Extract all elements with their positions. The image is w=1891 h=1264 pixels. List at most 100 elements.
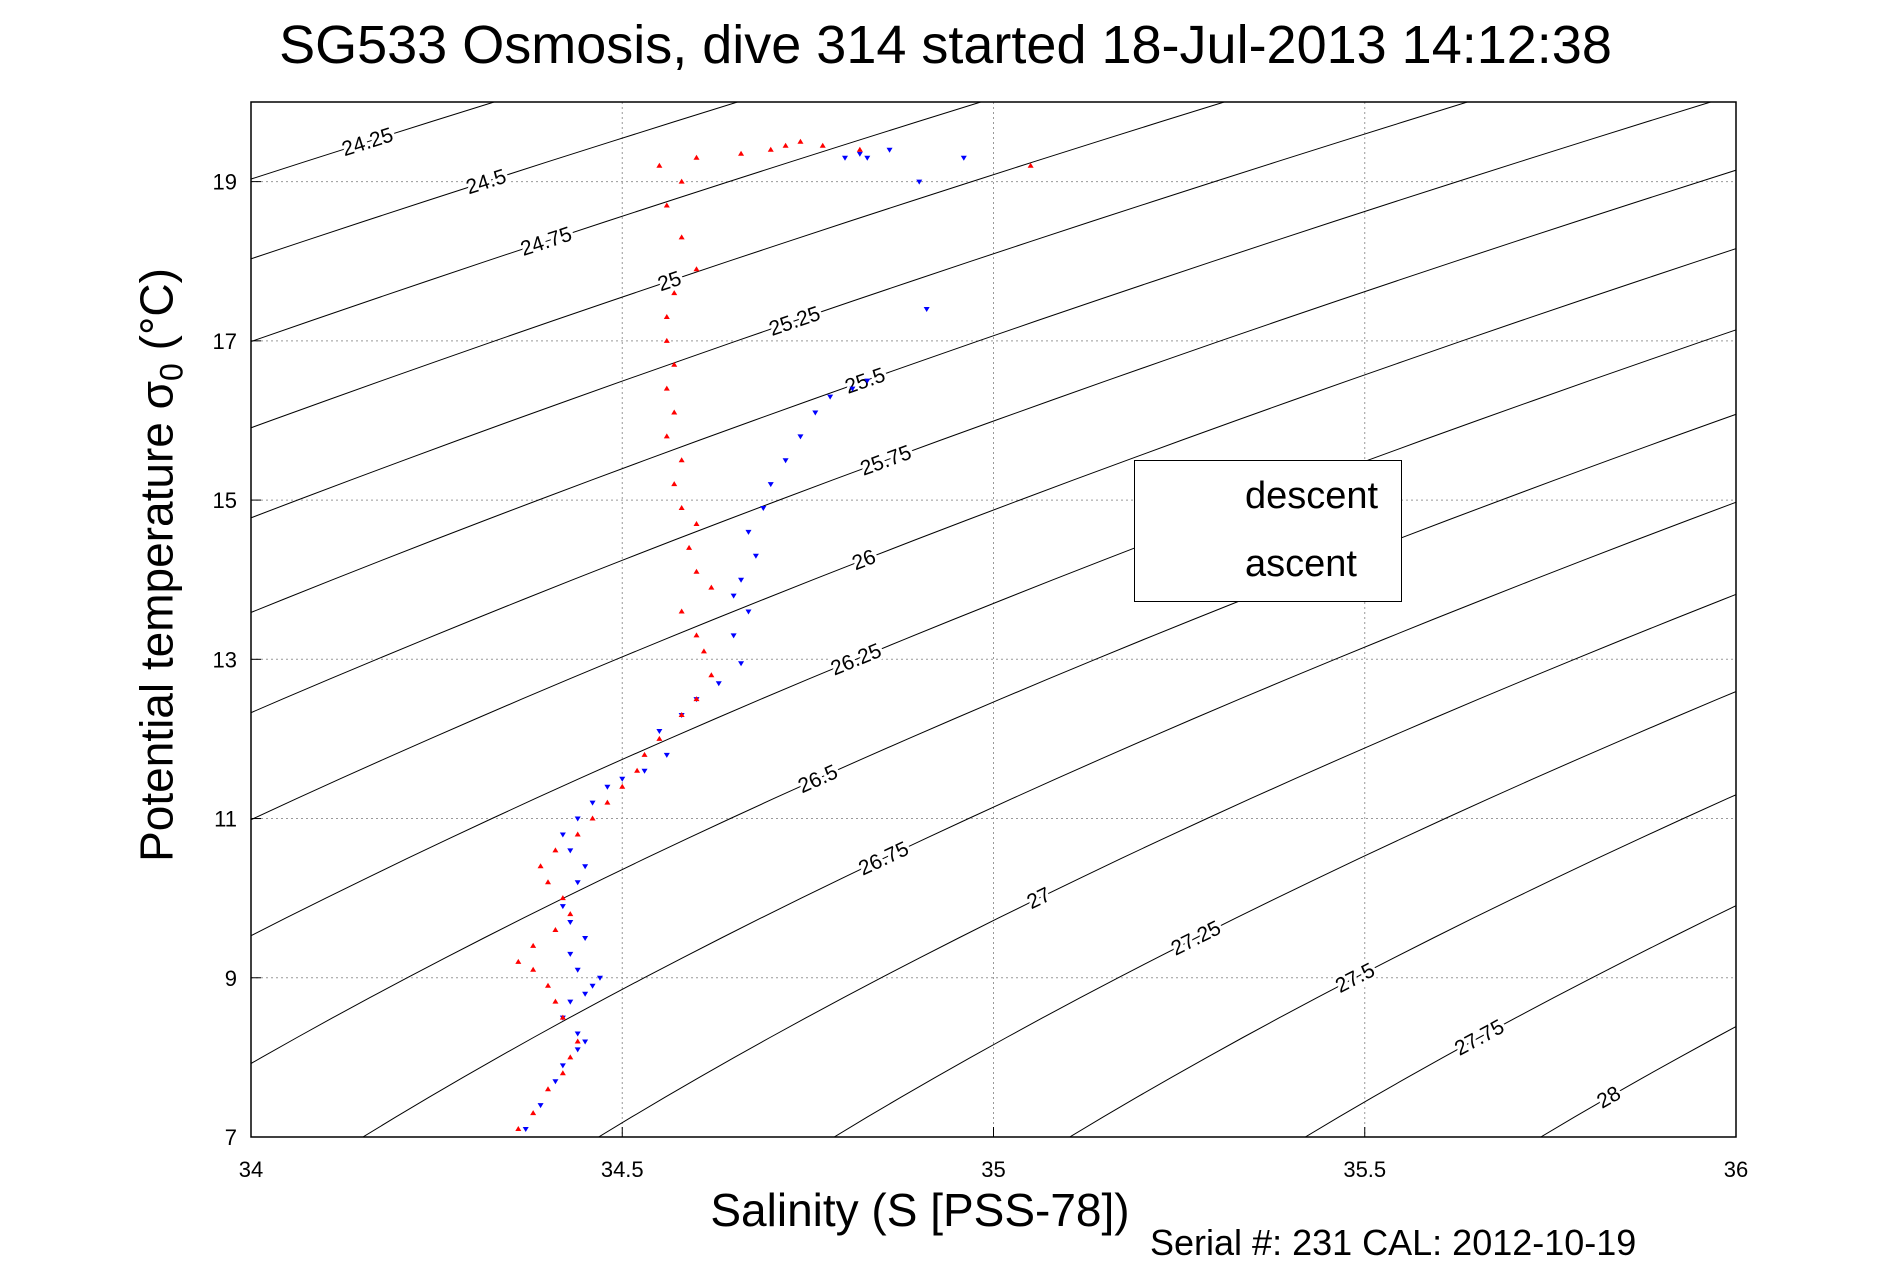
data-point bbox=[560, 904, 566, 909]
data-point bbox=[656, 736, 662, 741]
data-point bbox=[708, 585, 714, 590]
y-tick-label: 15 bbox=[213, 488, 237, 513]
data-point bbox=[552, 927, 558, 932]
x-tick-label: 34.5 bbox=[601, 1157, 644, 1182]
contour-label: 24.75 bbox=[518, 223, 575, 261]
data-point bbox=[656, 163, 662, 168]
data-point bbox=[694, 632, 700, 637]
data-point bbox=[642, 769, 648, 774]
contour-label: 25.5 bbox=[842, 363, 888, 398]
data-point bbox=[634, 768, 640, 773]
data-point bbox=[745, 610, 751, 615]
data-point bbox=[545, 983, 551, 988]
data-point bbox=[530, 943, 536, 948]
data-point bbox=[842, 156, 848, 161]
y-tick-label: 11 bbox=[214, 807, 237, 832]
data-point bbox=[797, 434, 803, 439]
data-point bbox=[738, 151, 744, 156]
data-point bbox=[664, 338, 670, 343]
contour-line bbox=[1476, 62, 1891, 1177]
legend-item-descent: descent bbox=[1135, 465, 1401, 525]
data-point bbox=[545, 879, 551, 884]
data-point bbox=[701, 648, 707, 653]
data-point bbox=[731, 633, 737, 638]
contour-line bbox=[0, 62, 1597, 1177]
contour-label: 25 bbox=[655, 267, 684, 296]
data-point bbox=[760, 506, 766, 511]
legend-item-ascent: ascent bbox=[1135, 533, 1401, 593]
data-point bbox=[567, 952, 573, 957]
data-point bbox=[530, 1110, 536, 1115]
contour-label: 26.25 bbox=[827, 639, 884, 680]
profile-points bbox=[515, 139, 1033, 1132]
x-tick-label: 35 bbox=[981, 1157, 1005, 1182]
data-point bbox=[590, 816, 596, 821]
data-point bbox=[671, 481, 677, 486]
data-point bbox=[694, 569, 700, 574]
data-point bbox=[664, 314, 670, 319]
data-point bbox=[716, 681, 722, 686]
data-point bbox=[582, 1039, 588, 1044]
data-point bbox=[582, 992, 588, 997]
data-point bbox=[560, 832, 566, 837]
contour-line bbox=[0, 62, 1891, 1177]
contour-line bbox=[0, 62, 623, 1177]
data-point bbox=[590, 984, 596, 989]
data-point bbox=[552, 1079, 558, 1084]
contour-label: 26 bbox=[849, 545, 879, 575]
data-point bbox=[575, 968, 581, 973]
contour-label: 28 bbox=[1593, 1082, 1625, 1114]
series-ascent bbox=[515, 139, 1033, 1131]
legend-label-ascent: ascent bbox=[1245, 543, 1357, 586]
data-point bbox=[686, 545, 692, 550]
data-point bbox=[664, 433, 670, 438]
contour-label: 26.5 bbox=[795, 760, 842, 798]
data-point bbox=[582, 936, 588, 941]
data-point bbox=[523, 1127, 529, 1132]
data-point bbox=[679, 234, 685, 239]
data-point bbox=[961, 156, 967, 161]
data-point bbox=[857, 147, 863, 152]
data-point bbox=[708, 672, 714, 677]
data-point bbox=[797, 139, 803, 144]
data-point bbox=[679, 609, 685, 614]
data-point bbox=[575, 817, 581, 822]
serial-annotation: Serial #: 231 CAL: 2012-10-19 bbox=[1150, 1222, 1636, 1264]
contour-label: 25.25 bbox=[766, 302, 823, 341]
data-point bbox=[694, 266, 700, 271]
y-tick-label: 7 bbox=[225, 1125, 237, 1150]
y-tick-label: 17 bbox=[213, 329, 237, 354]
data-point bbox=[664, 386, 670, 391]
y-axis-label: Potential temperature σ0 (°C) bbox=[129, 165, 190, 965]
data-point bbox=[827, 395, 833, 400]
contour-line bbox=[1005, 62, 1891, 1177]
data-point bbox=[575, 831, 581, 836]
series-descent bbox=[523, 148, 967, 1132]
data-point bbox=[567, 1000, 573, 1005]
x-tick-label: 35.5 bbox=[1343, 1157, 1386, 1182]
contour-label: 24.5 bbox=[463, 165, 509, 199]
contour-line bbox=[0, 62, 1354, 1177]
data-point bbox=[783, 143, 789, 148]
data-point bbox=[656, 729, 662, 734]
contour-line bbox=[1241, 62, 1891, 1177]
data-point bbox=[575, 880, 581, 885]
data-point bbox=[604, 785, 610, 790]
data-point bbox=[887, 148, 893, 153]
data-point bbox=[515, 1126, 521, 1131]
legend-label-descent: descent bbox=[1245, 475, 1378, 518]
x-tick-label: 34 bbox=[239, 1157, 263, 1182]
y-tick-label: 9 bbox=[225, 966, 237, 991]
data-point bbox=[552, 999, 558, 1004]
contour-label: 27 bbox=[1023, 883, 1054, 914]
data-point bbox=[679, 505, 685, 510]
data-point bbox=[768, 147, 774, 152]
data-point bbox=[567, 1054, 573, 1059]
contour-label: 26.75 bbox=[855, 837, 912, 880]
contour-line bbox=[300, 62, 1891, 1177]
data-point bbox=[864, 156, 870, 161]
data-point bbox=[738, 578, 744, 583]
data-point bbox=[664, 203, 670, 208]
data-point bbox=[731, 594, 737, 599]
